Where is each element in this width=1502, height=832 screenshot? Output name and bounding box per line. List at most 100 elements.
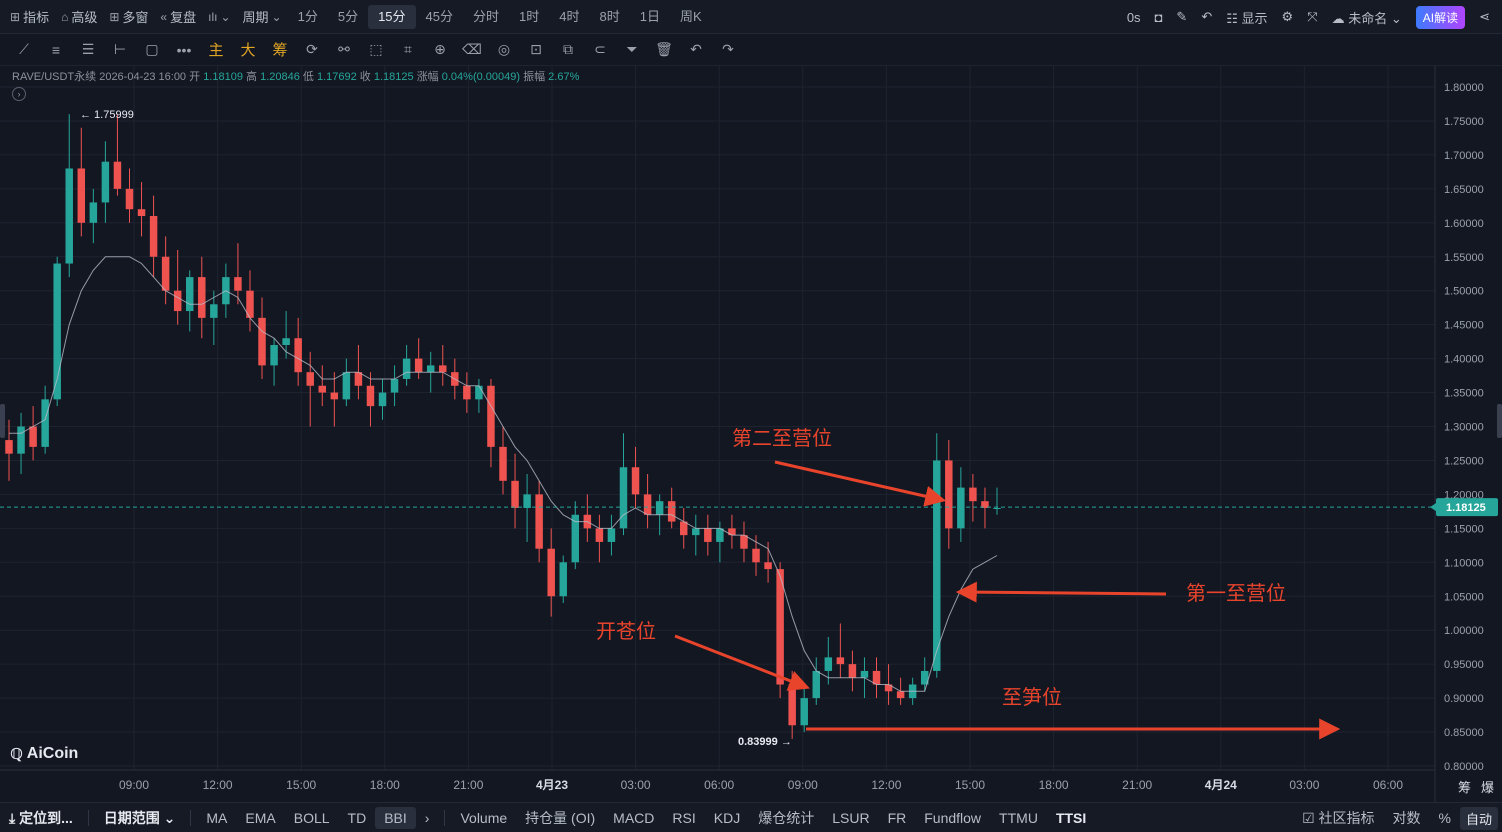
interval-tab[interactable]: 5分 [337,8,359,24]
more-tools-icon[interactable]: ••• [176,41,192,58]
indicator-tab[interactable]: EMA [245,809,276,826]
candle [848,650,857,692]
sub-indicator-tab[interactable]: 持仓量 (OI) [525,809,596,826]
filter-icon[interactable]: ⏷ [626,41,638,57]
cursor-icon[interactable]: ⬚ [369,41,383,57]
sub-indicator-tab[interactable]: Fundflow [924,809,982,826]
sub-indicator-tab[interactable]: 爆仓统计 [758,809,815,826]
candlestick-chart[interactable]: 1.80000 1.75000 1.70000 1.65000 1.60000 1.550… [0,66,1502,802]
display-button[interactable]: ☷ 显示 [1226,10,1268,26]
interval-tab[interactable]: 45分 [425,8,454,24]
undo-icon[interactable]: ↶ [690,41,702,57]
magnet-icon[interactable]: ⊂ [594,41,606,57]
ai-interpret-button[interactable]: AI解读 [1415,5,1466,29]
undo-layout-icon[interactable]: ↶ [1201,9,1213,24]
candle [957,467,965,542]
sub-indicator-tab[interactable]: TTMU [999,809,1038,826]
sub-indicator-tab[interactable]: FR [887,809,907,826]
parallel-lines-icon[interactable]: ≡ [51,41,61,58]
candle [53,256,61,407]
edit-icon[interactable]: ✎ [1176,9,1188,24]
candle [523,474,531,542]
candle [318,365,327,407]
candle-body [354,372,363,386]
ruler-icon[interactable]: ⌗ [404,41,412,57]
auto-scale-toggle[interactable]: 自动 [1459,806,1498,830]
log-scale-toggle[interactable]: 对数 [1392,810,1421,826]
period-dropdown[interactable]: 周期 ⌄ [242,9,282,26]
main-chart-tool[interactable]: 主 [208,42,224,59]
measure-icon[interactable]: ⚯ [338,41,350,57]
sub-indicator-tab[interactable]: MACD [613,809,655,826]
rectangle-icon[interactable]: ▢ [145,41,159,57]
candle [643,474,652,529]
candle-body [619,467,628,529]
sub-indicator-tab[interactable]: KDJ [713,809,741,826]
date-range-dropdown[interactable]: 日期范围 ⌄ [103,809,176,826]
time-tick-label: 18:00 [370,778,400,792]
fullscreen-icon[interactable]: ⤧ [1307,9,1318,24]
trendline-icon[interactable]: ⟋ [19,41,29,57]
layers-icon[interactable]: ⧉ [563,41,573,57]
interval-tab[interactable]: 1分 [297,8,318,24]
expand-legend-icon[interactable]: › [12,87,26,101]
candle [969,474,977,522]
layout-dropdown[interactable]: ☁ 未命名 ⌄ [1331,10,1402,26]
indicator-tab[interactable]: BOLL [293,809,330,826]
locate-button[interactable]: ⤓ 定位到... [9,809,73,826]
sub-indicator-tab[interactable]: LSUR [832,809,870,826]
sub-indicator-tab[interactable]: TTSI [1055,809,1087,826]
interval-tab[interactable]: 8时 [599,8,620,24]
candle [77,127,86,237]
interval-tab[interactable]: 分时 [473,8,500,24]
interval-tab[interactable]: 15分 [368,4,416,29]
indicators-button[interactable]: ⊞ 指标 [10,9,50,26]
trash-icon[interactable]: 🗑 [655,41,673,57]
candle [836,623,845,678]
edit-square-icon: ☑ [1302,810,1315,826]
interval-tab[interactable]: 4时 [559,8,580,24]
candle-body [378,392,387,407]
candle [414,338,423,379]
horizontal-ray-icon[interactable]: ⊢ [113,41,127,57]
candle-body [559,562,567,597]
community-indicators-button[interactable]: ☑ 社区指标 [1302,810,1375,826]
open-value: 1.18109 [203,71,243,83]
price-tick-label: 1.10000 [1444,557,1484,569]
indicator-tab[interactable]: BBI [375,806,416,829]
camera-icon[interactable]: ◘ [1154,9,1163,25]
advanced-button[interactable]: ⌂ 高级 [61,9,98,26]
interval-tab[interactable]: 周K [679,8,702,24]
replay-button[interactable]: «复盘 [160,9,197,26]
eye-icon[interactable]: ◎ [497,41,511,57]
lock-icon[interactable]: ⊡ [530,41,542,57]
horizontal-lines-icon[interactable]: ☰ [81,41,95,57]
interval-tab[interactable]: 1时 [519,8,540,24]
multi-window-button[interactable]: ⊞ 多窗 [109,9,149,26]
time-tick-label: 03:00 [1289,778,1319,792]
share-icon[interactable]: ⋖ [1479,9,1490,24]
zoom-icon[interactable]: ⊕ [434,41,446,57]
price-tick-label: 0.90000 [1444,693,1484,705]
indicator-tab[interactable]: TD [347,809,367,826]
sync-icon[interactable]: ⟳ [306,41,318,57]
big-order-tool[interactable]: 大 [240,42,256,59]
eraser-icon[interactable]: ⌫ [462,41,482,57]
drawing-toolbar: ⟋ ≡ ☰ ⊢ ▢ ••• 主 大 筹 ⟳ ⚯ ⬚ ⌗ ⊕ ⌫ ◎ ⊡ ⧉ ⊂ … [0,34,1502,66]
interval-tab[interactable]: 1日 [639,8,660,24]
candle-body [426,365,435,373]
redo-icon[interactable]: ↷ [722,41,734,57]
candle-body [53,263,61,400]
indicator-tab[interactable]: MA [206,809,228,826]
time-tick-label: 21:00 [1122,778,1152,792]
interval-tabs: 1分 5分 15分 45分 分时 1时 4时 8时 1日 周K [288,0,712,34]
candle-body [77,168,86,223]
percent-scale-toggle[interactable]: % [1438,810,1451,826]
settings-gear-icon[interactable]: ⚙ [1281,9,1294,24]
sub-indicator-tab[interactable]: Volume [460,809,508,826]
chevron-right-icon[interactable]: › [424,809,430,826]
sub-indicator-tab[interactable]: RSI [672,809,696,826]
chart-type-button[interactable]: ılı ⌄ [202,5,236,29]
candle [933,433,941,678]
chips-tool[interactable]: 筹 [272,42,288,59]
